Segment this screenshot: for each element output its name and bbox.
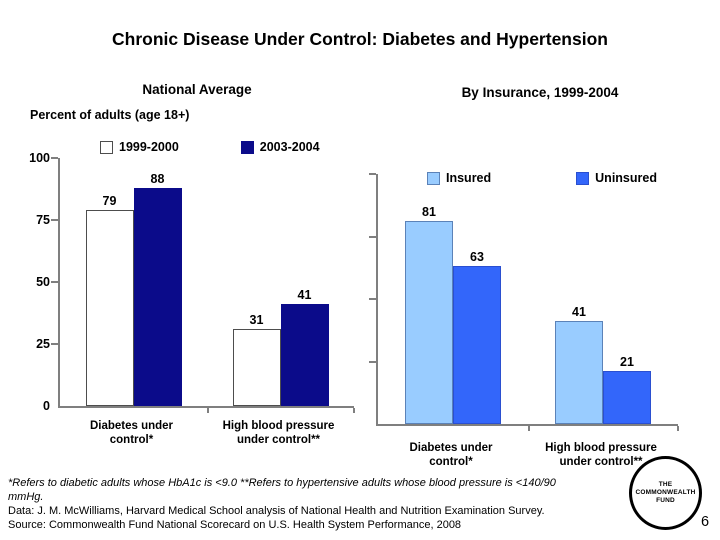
category-label: High blood pressure under control** — [222, 420, 335, 446]
bar-insured — [555, 321, 603, 424]
chart-national-average: 79 88 31 41 0 25 50 75 100 Diabetes under contro… — [29, 152, 355, 488]
legend-item-1999-2000: 1999-2000 — [100, 140, 179, 154]
y-axis-tick-label: 100 — [29, 151, 50, 165]
bar-1999-2000 — [85, 210, 134, 406]
bar-value-label: 88 — [150, 172, 165, 186]
page-number: 6 — [701, 514, 710, 530]
y-axis-tick — [369, 235, 376, 238]
legend-label-2003-2004: 2003-2004 — [259, 140, 320, 154]
bar-value-label: 31 — [249, 313, 264, 327]
bar-uninsured — [603, 371, 651, 424]
y-axis-tick-label: 50 — [36, 275, 50, 289]
category-axis-national: Diabetes under control* High blood pressu… — [58, 419, 352, 447]
x-axis-tick — [207, 408, 209, 413]
x-axis-tick — [353, 408, 355, 413]
bar-group: 41 21 — [555, 305, 651, 424]
y-axis-tick-label: 25 — [36, 337, 50, 351]
legend-swatch-uninsured — [576, 171, 590, 185]
bar-2003-2004 — [133, 188, 182, 406]
y-axis-tick-label: 0 — [43, 399, 50, 413]
bar-uninsured — [453, 266, 501, 424]
footnote-source-credit: Source: Commonwealth Fund National Score… — [8, 519, 462, 531]
legend-swatch-1999-2000 — [100, 140, 113, 154]
legend-label-insured: Insured — [446, 171, 492, 185]
bar-with-label: 88 — [133, 172, 182, 406]
y-axis-tick-label: 75 — [36, 213, 50, 227]
plot-area-national: 79 88 31 41 0 25 50 75 100 — [29, 152, 355, 413]
bar-value-label: 41 — [297, 288, 312, 302]
category-label: High blood pressure under control** — [545, 442, 657, 468]
logo-text-the: THE — [658, 481, 673, 488]
y-axis-tick — [51, 219, 58, 221]
x-axis-tick — [528, 426, 530, 431]
subtitle-by-insurance: By Insurance, 1999-2004 — [461, 85, 619, 100]
legend-item-uninsured: Uninsured — [576, 171, 657, 185]
bar-value-label: 41 — [572, 305, 586, 319]
bar-with-label: 41 — [555, 305, 603, 424]
plot-area-insurance: 81 63 41 21 — [369, 173, 679, 431]
logo-text-fund: FUND — [656, 497, 675, 504]
legend-item-insured: Insured — [427, 171, 491, 185]
bar-1999-2000 — [232, 329, 281, 406]
bar-group: 79 88 — [85, 172, 182, 406]
legend-label-1999-2000: 1999-2000 — [119, 140, 179, 154]
bar-group: 31 41 — [232, 288, 329, 406]
bar-insured — [405, 221, 453, 424]
subtitle-national-average: National Average — [142, 82, 252, 97]
bar-with-label: 41 — [280, 288, 329, 406]
bar-value-label: 81 — [422, 205, 436, 219]
legend-national: 1999-2000 2003-2004 — [100, 140, 320, 154]
bar-with-label: 63 — [453, 250, 501, 424]
category-axis-insurance: Diabetes under control* High blood pressu… — [376, 441, 676, 469]
footnote-data-credit: Data: J. M. McWilliams, Harvard Medical … — [8, 505, 545, 517]
slide-title: Chronic Disease Under Control: Diabetes … — [112, 29, 608, 49]
bar-2003-2004 — [280, 304, 329, 406]
commonwealth-fund-logo: THE COMMONWEALTH FUND — [629, 456, 702, 530]
y-axis-tick — [51, 343, 58, 345]
footnote-definitions-line2: mmHg. — [8, 491, 44, 503]
y-axis-tick — [369, 360, 376, 363]
bar-value-label: 63 — [470, 250, 484, 264]
chart-by-insurance: 81 63 41 21 Diabetes under control* High blo… — [369, 173, 679, 504]
bar-value-label: 79 — [102, 194, 117, 208]
bar-with-label: 79 — [85, 194, 134, 406]
category-label: Diabetes under control* — [89, 420, 174, 446]
footnotes: *Refers to diabetic adults whose HbA1c i… — [8, 476, 622, 532]
y-axis-tick — [369, 298, 376, 300]
legend-insurance: Insured Uninsured — [427, 171, 657, 185]
bar-value-label: 21 — [620, 355, 634, 369]
logo-text-commonwealth: COMMONWEALTH — [635, 489, 696, 496]
x-axis-tick — [677, 426, 679, 431]
legend-swatch-insured — [427, 171, 440, 185]
bar-group: 81 63 — [405, 205, 501, 424]
y-axis-unit-note: Percent of adults (age 18+) — [30, 108, 190, 122]
legend-label-uninsured: Uninsured — [595, 171, 657, 185]
footnote-definitions-line1: *Refers to diabetic adults whose HbA1c i… — [8, 477, 556, 489]
legend-swatch-2003-2004 — [240, 140, 254, 154]
legend-item-2003-2004: 2003-2004 — [240, 140, 320, 154]
y-axis-tick — [369, 173, 376, 175]
bar-with-label: 21 — [603, 355, 651, 424]
y-axis-tick — [51, 157, 58, 159]
bar-with-label: 81 — [405, 205, 453, 424]
y-axis-tick — [51, 281, 58, 283]
category-label: Diabetes under control* — [409, 442, 493, 468]
bar-with-label: 31 — [232, 313, 281, 406]
